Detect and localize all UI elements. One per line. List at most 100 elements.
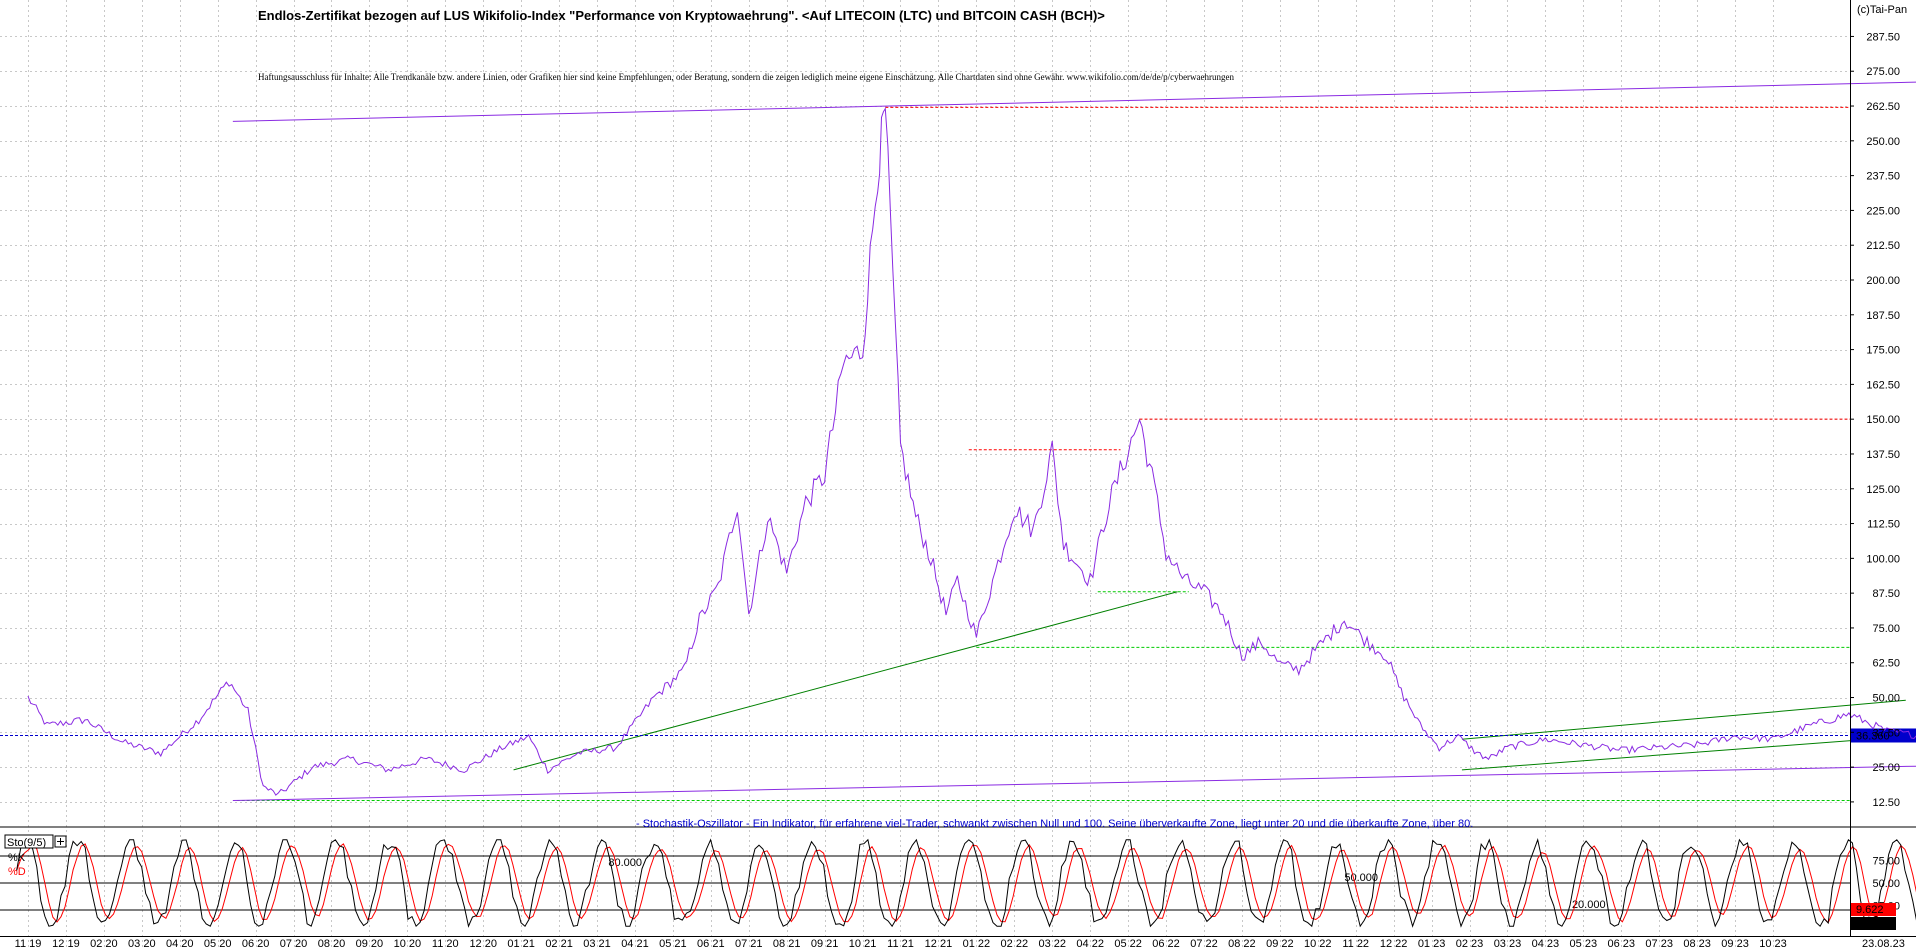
y-tick-label: 200.00 (1866, 275, 1900, 287)
y-tick-label: 112.50 (1867, 519, 1900, 531)
stoch-d-value-marker (1851, 903, 1896, 916)
x-tick-label: 04 20 (166, 938, 194, 948)
x-tick-label: 11 20 (432, 938, 459, 948)
x-tick-label: 08 22 (1228, 938, 1256, 948)
x-tick-label: 06 21 (697, 938, 725, 948)
x-tick-label: 12 20 (469, 938, 497, 948)
x-tick-label: 10 20 (394, 938, 422, 948)
price-line (27, 106, 1916, 796)
last-price-label: 36.360 (1856, 730, 1890, 742)
x-tick-label: 02 23 (1456, 938, 1484, 948)
y-tick-label: 212.50 (1866, 240, 1900, 252)
last-price-marker (1850, 728, 1916, 743)
x-tick-label: 06 20 (242, 938, 270, 948)
oscillator-tick-label: 75.00 (1872, 856, 1900, 868)
oscillator-level-label: 50.000 (1344, 872, 1378, 884)
x-tick-label: 09 20 (356, 938, 384, 948)
oscillator-tick-label: 50.00 (1872, 878, 1900, 890)
trend-line (1461, 735, 1906, 771)
x-tick-label: 01 21 (507, 938, 535, 948)
indicator-name: Sto(9/5) (7, 837, 46, 849)
x-tick-label: 02 21 (545, 938, 573, 948)
x-tick-label: 12 22 (1380, 938, 1408, 948)
x-tick-label: 09 23 (1721, 938, 1749, 948)
x-tick-label: 07 23 (1645, 938, 1673, 948)
x-tick-label: 08 20 (318, 938, 346, 948)
x-tick-label: 12 21 (925, 938, 953, 948)
x-tick-label: 10 23 (1759, 938, 1787, 948)
y-tick-label: 262.50 (1866, 101, 1900, 113)
y-tick-label: 75.00 (1872, 623, 1900, 635)
y-tick-label: 50.00 (1872, 693, 1900, 705)
stoch-d-line (16, 843, 1916, 924)
y-tick-label: 287.50 (1866, 31, 1900, 43)
x-tick-label: 07 22 (1190, 938, 1218, 948)
x-tick-label: 11 22 (1342, 938, 1369, 948)
x-tick-label: 05 20 (204, 938, 232, 948)
price-series (27, 106, 1916, 796)
x-tick-label: 03 21 (583, 938, 611, 948)
y-tick-label: 162.50 (1866, 379, 1900, 391)
x-tick-label: 01 22 (963, 938, 991, 948)
x-tick-label: 02 20 (90, 938, 118, 948)
indicator-legend[interactable]: Sto(9/5) %K %D (4, 834, 67, 878)
y-tick-label: 12.50 (1872, 797, 1900, 809)
x-tick-label: 11 19 (15, 938, 42, 948)
x-tick-label: 04 23 (1532, 938, 1560, 948)
copyright: (c)Tai-Pan (1857, 4, 1907, 16)
indicator-name-box (4, 834, 54, 849)
y-tick-label: 275.00 (1866, 66, 1900, 78)
x-tick-label: 03 23 (1494, 938, 1522, 948)
y-tick-label: 187.50 (1866, 310, 1900, 322)
trend-line (1461, 699, 1906, 740)
chart-title: Endlos-Zertifikat bezogen auf LUS Wikifo… (258, 8, 1105, 23)
x-tick-label: 12 19 (52, 938, 80, 948)
y-tick-label: 137.50 (1866, 449, 1900, 461)
x-tick-label: 04 22 (1076, 938, 1104, 948)
x-tick-label: 07 21 (735, 938, 763, 948)
current-date-label: 23.08.23 (1862, 938, 1905, 948)
channel-lower-line (232, 765, 1916, 802)
x-tick-label: 05 22 (1114, 938, 1142, 948)
y-tick-label: 150.00 (1866, 414, 1900, 426)
x-tick-label: 05 21 (659, 938, 687, 948)
price-overlays: 36.360 (0, 81, 1916, 802)
channel-upper-line (232, 81, 1916, 122)
x-tick-label: 04 21 (621, 938, 649, 948)
x-tick-label: 07 20 (280, 938, 308, 948)
x-tick-label: 08 23 (1683, 938, 1711, 948)
legend-d: %D (8, 866, 26, 878)
x-tick-label: 10 21 (849, 938, 877, 948)
y-tick-label: 100.00 (1866, 553, 1900, 565)
x-tick-label: 05 23 (1570, 938, 1598, 948)
price-axis: 287.50 275.00 262.50 250.00 237.50 225.00 212.… (1850, 0, 1900, 827)
x-tick-label: 03 20 (128, 938, 156, 948)
stoch-k-line (16, 838, 1916, 928)
x-tick-label: 11 21 (887, 938, 914, 948)
y-tick-label: 125.00 (1866, 484, 1900, 496)
y-tick-label: 175.00 (1866, 345, 1900, 357)
disclaimer: Haftungsausschluss für Inhalte: Alle Tre… (258, 72, 1235, 82)
oscillator-level-label: 80.000 (608, 857, 642, 869)
stoch-d-value: 9.622 (1856, 904, 1884, 916)
x-tick-label: 06 22 (1152, 938, 1180, 948)
x-tick-label: 03 22 (1038, 938, 1066, 948)
stoch-k-value: 9.591 (1856, 918, 1884, 930)
y-tick-label: 250.00 (1866, 136, 1900, 148)
y-tick-label: 87.50 (1872, 588, 1900, 600)
y-tick-label: 225.00 (1866, 205, 1900, 217)
stoch-k-value-marker (1851, 917, 1896, 930)
oscillator-note: - Stochastik-Oszillator - Ein Indikator,… (636, 818, 1473, 830)
x-axis: 11 19 12 19 02 20 03 20 04 20 05 20 06 20 07 20… (0, 936, 1916, 948)
x-tick-label: 01 23 (1418, 938, 1446, 948)
trend-line (513, 591, 1178, 771)
legend-k: %K (8, 852, 26, 864)
x-tick-label: 10 22 (1304, 938, 1332, 948)
x-tick-label: 02 22 (1001, 938, 1029, 948)
y-tick-label: 37.50 (1872, 727, 1900, 739)
y-tick-label: 237.50 (1866, 171, 1900, 183)
x-tick-label: 09 21 (811, 938, 839, 948)
